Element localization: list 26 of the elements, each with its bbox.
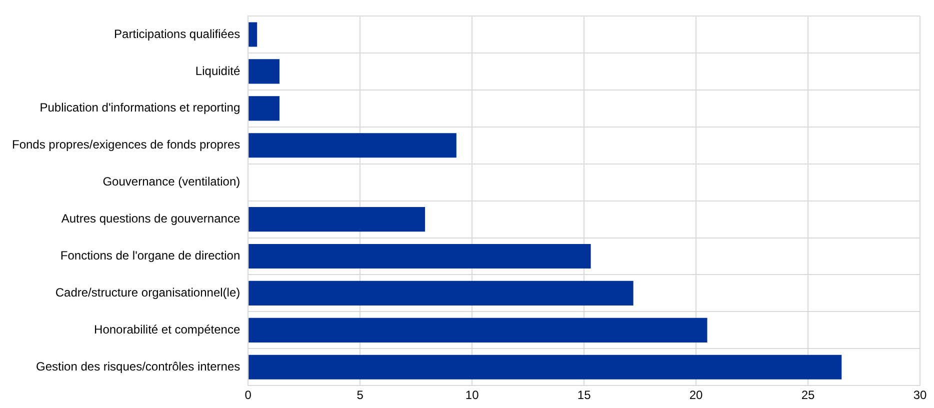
y-tick-label: Liquidité — [195, 64, 240, 78]
bar — [248, 318, 708, 342]
x-tick-label: 25 — [801, 388, 816, 402]
bar — [248, 96, 280, 121]
x-tick-label: 0 — [244, 388, 252, 402]
bar — [248, 59, 280, 84]
y-tick-label: Autres questions de gouvernance — [61, 212, 240, 226]
y-tick-label: Gouvernance (ventilation) — [102, 174, 240, 189]
y-tick-label: Publication d'informations et reporting — [40, 100, 240, 115]
y-tick-label: Participations qualifiées — [114, 26, 240, 41]
x-tick-label: 15 — [577, 388, 592, 402]
x-tick-label: 20 — [689, 388, 704, 402]
bar — [248, 206, 426, 232]
y-tick-label: Gestion des risques/contrôles internes — [36, 359, 240, 374]
bar — [248, 133, 456, 158]
bar — [248, 22, 258, 47]
bar — [248, 244, 591, 269]
bar — [248, 280, 634, 306]
x-tick-label: 10 — [465, 388, 480, 402]
y-tick-label: Fonds propres/exigences de fonds propres — [12, 138, 240, 152]
y-tick-label: Cadre/structure organisationnel(le) — [55, 286, 240, 300]
x-tick-label: 5 — [356, 388, 364, 402]
y-tick-label: Fonctions de l'organe de direction — [60, 248, 240, 263]
x-tick-label: 30 — [913, 388, 927, 402]
bar — [248, 354, 842, 380]
y-tick-label: Honorabilité et compétence — [94, 322, 240, 336]
